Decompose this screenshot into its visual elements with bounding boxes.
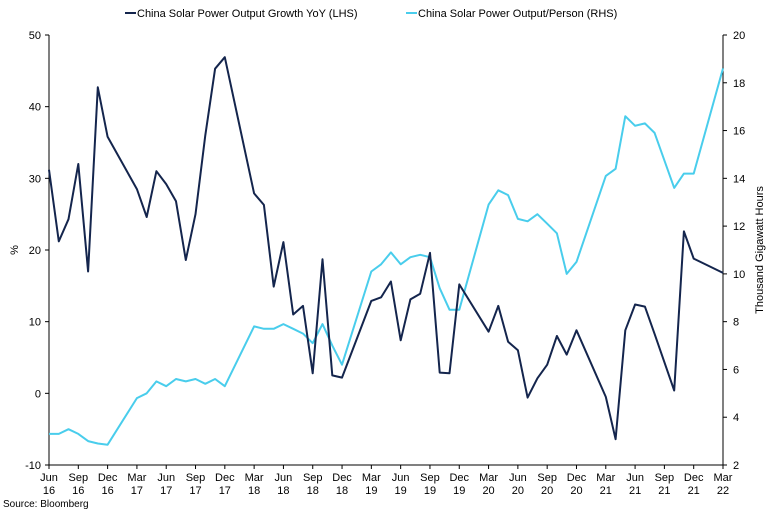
y-right-tick-label: 8	[733, 317, 739, 329]
x-tick-month-label: Mar	[596, 472, 615, 484]
x-tick-year-label: 17	[160, 485, 172, 497]
x-tick-year-label: 16	[43, 485, 55, 497]
series-line-output-growth-yoy	[48, 56, 724, 441]
y-right-tick-label: 6	[733, 364, 739, 376]
y-right-tick-label: 10	[733, 269, 745, 281]
x-tick-month-label: Jun	[157, 472, 175, 484]
x-tick-year-label: 20	[512, 485, 524, 497]
x-tick-year-label: 21	[600, 485, 612, 497]
x-tick-year-label: 22	[717, 485, 729, 497]
x-tick-year-label: 19	[453, 485, 465, 497]
x-tick-year-label: 21	[688, 485, 700, 497]
x-tick-month-label: Dec	[215, 472, 235, 484]
x-tick-month-label: Dec	[98, 472, 118, 484]
x-tick-month-label: Sep	[303, 472, 323, 484]
y-right-tick-label: 4	[733, 412, 739, 424]
y-right-tick-label: 2	[733, 460, 739, 472]
x-tick-month-label: Sep	[655, 472, 675, 484]
x-tick-year-label: 18	[248, 485, 260, 497]
x-tick-year-label: 16	[72, 485, 84, 497]
y-right-tick-label: 18	[733, 78, 745, 90]
y-left-tick-label: -10	[25, 460, 41, 472]
y-left-tick-label: 40	[29, 102, 41, 114]
legend-label-output-growth-yoy: China Solar Power Output Growth YoY (LHS…	[137, 8, 358, 20]
x-tick-year-label: 17	[131, 485, 143, 497]
x-tick-year-label: 18	[277, 485, 289, 497]
legend: China Solar Power Output Growth YoY (LHS…	[125, 8, 617, 20]
y-right-tick-label: 12	[733, 221, 745, 233]
x-tick-year-label: 17	[219, 485, 231, 497]
x-tick-year-label: 17	[189, 485, 201, 497]
x-tick-year-label: 20	[541, 485, 553, 497]
x-tick-month-label: Sep	[537, 472, 557, 484]
x-tick-month-label: Dec	[567, 472, 587, 484]
x-tick-year-label: 20	[570, 485, 582, 497]
x-tick-month-label: Jun	[275, 472, 293, 484]
x-tick-month-label: Dec	[684, 472, 704, 484]
x-tick-year-label: 18	[307, 485, 319, 497]
source-note: Source: Bloomberg	[3, 499, 89, 510]
x-tick-month-label: Mar	[362, 472, 381, 484]
axes: -10010203040502468101214161820Jun16Sep16…	[25, 30, 745, 497]
x-tick-year-label: 19	[395, 485, 407, 497]
x-tick-year-label: 18	[336, 485, 348, 497]
x-tick-month-label: Mar	[479, 472, 498, 484]
y-axis-right-title: Thousand Gigawatt Hours	[754, 186, 766, 314]
series-line-output-per-person	[49, 68, 724, 446]
x-tick-year-label: 19	[424, 485, 436, 497]
y-left-tick-label: 50	[29, 30, 41, 42]
x-tick-month-label: Jun	[509, 472, 527, 484]
x-tick-year-label: 21	[658, 485, 670, 497]
x-tick-month-label: Mar	[127, 472, 146, 484]
x-tick-month-label: Jun	[40, 472, 58, 484]
y-right-tick-label: 16	[733, 126, 745, 138]
y-left-tick-label: 0	[35, 388, 41, 400]
y-right-tick-label: 14	[733, 173, 745, 185]
x-tick-year-label: 20	[482, 485, 494, 497]
x-tick-month-label: Jun	[392, 472, 410, 484]
x-tick-month-label: Dec	[332, 472, 352, 484]
y-right-tick-label: 20	[733, 30, 745, 42]
y-left-tick-label: 10	[29, 317, 41, 329]
x-tick-year-label: 16	[101, 485, 113, 497]
x-tick-month-label: Dec	[449, 472, 469, 484]
x-tick-month-label: Sep	[186, 472, 206, 484]
y-axis-left-title: %	[9, 245, 21, 255]
x-tick-year-label: 19	[365, 485, 377, 497]
x-tick-month-label: Jun	[626, 472, 644, 484]
legend-label-output-per-person: China Solar Power Output/Person (RHS)	[418, 8, 617, 20]
x-tick-month-label: Mar	[245, 472, 264, 484]
y-left-tick-label: 20	[29, 245, 41, 257]
x-tick-month-label: Mar	[714, 472, 733, 484]
y-left-tick-label: 30	[29, 173, 41, 185]
x-tick-year-label: 21	[629, 485, 641, 497]
x-tick-month-label: Sep	[420, 472, 440, 484]
x-tick-month-label: Sep	[69, 472, 89, 484]
series-layer	[48, 56, 724, 446]
